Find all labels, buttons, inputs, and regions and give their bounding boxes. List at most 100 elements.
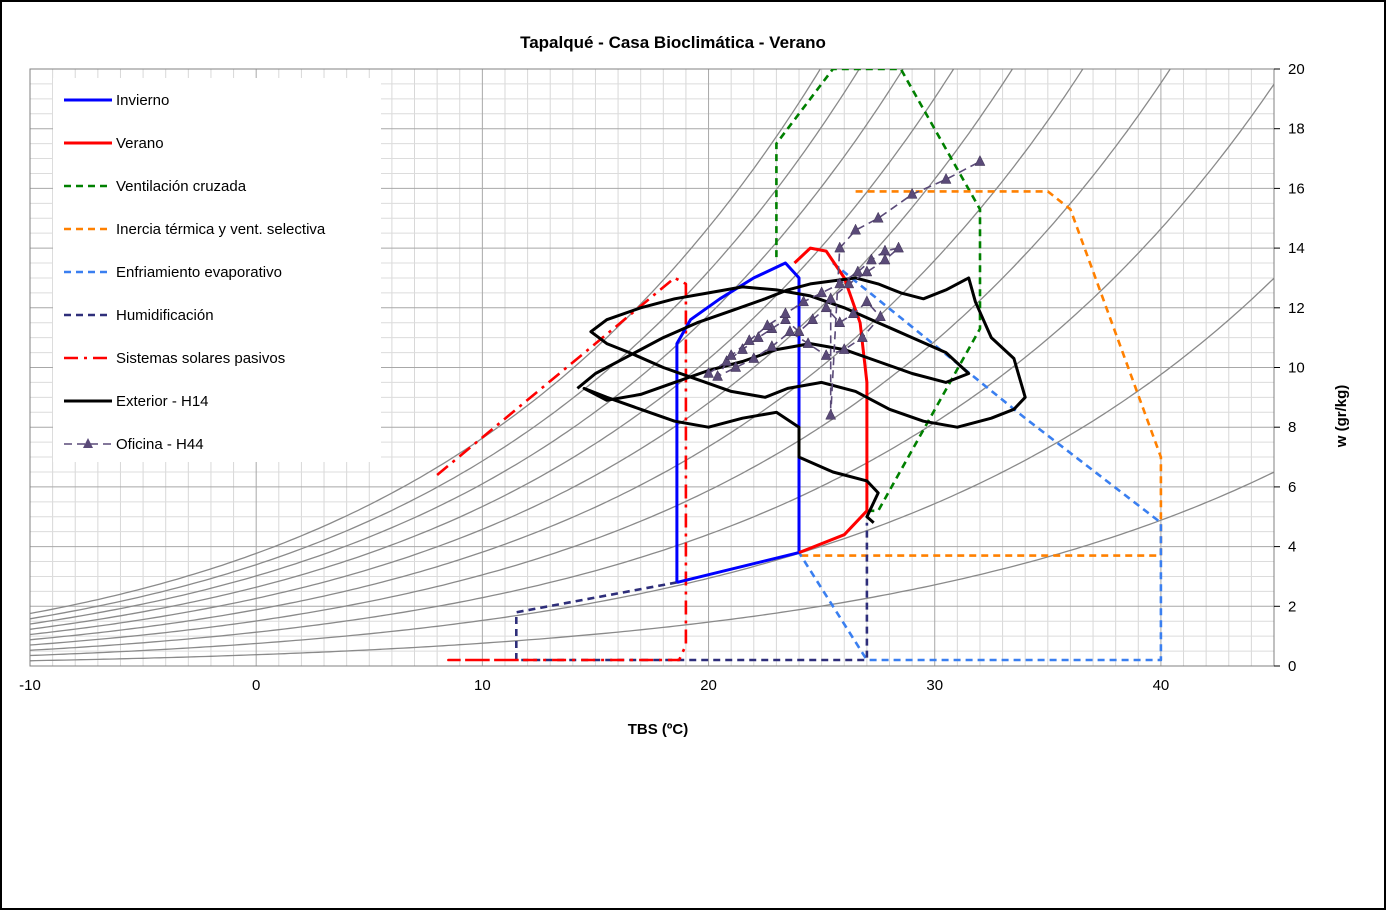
series-line	[675, 261, 801, 584]
series-line	[708, 160, 981, 417]
data-point	[865, 253, 877, 265]
series-line	[793, 246, 869, 554]
series-line	[775, 69, 982, 513]
y-axis-ticks: 0 2 4 6 8 10 12 14 16 18 20	[1274, 61, 1305, 675]
y-tick-label: 20	[1288, 61, 1305, 78]
y-tick-label: 2	[1288, 598, 1296, 615]
data-point	[834, 277, 846, 289]
legend-item: Verano	[64, 135, 164, 152]
legend-item: Enfriamiento evaporativo	[64, 264, 282, 281]
data-point	[834, 316, 846, 327]
data-point	[906, 187, 918, 199]
y-tick-label: 16	[1288, 180, 1305, 197]
y-tick-label: 18	[1288, 121, 1305, 138]
data-point	[761, 319, 773, 330]
y-tick-label: 4	[1288, 539, 1296, 556]
x-tick-label: 10	[474, 677, 491, 694]
y-tick-label: 8	[1288, 419, 1296, 436]
data-point	[780, 313, 791, 324]
legend-label: Verano	[116, 135, 164, 152]
data-point	[766, 340, 778, 351]
data-point	[798, 295, 809, 307]
legend-item: Humidificación	[64, 307, 214, 324]
data-point	[793, 325, 805, 336]
x-tick-label: -10	[19, 677, 41, 694]
y-tick-label: 10	[1288, 360, 1305, 377]
series-inercia-termica-y-vent-selectiva	[799, 190, 1163, 557]
data-point	[838, 343, 850, 354]
series-humidificacion	[515, 522, 869, 662]
legend-item: Oficina - H44	[64, 436, 204, 453]
y-tick-label: 0	[1288, 658, 1296, 675]
series-exterior-h14	[576, 276, 1027, 524]
data-point	[974, 154, 986, 166]
legend-label: Oficina - H44	[116, 436, 204, 453]
data-point	[816, 286, 828, 298]
y-tick-label: 14	[1288, 240, 1305, 257]
series-enfriamiento-evaporativo	[797, 261, 1163, 662]
rh-curve	[30, 69, 860, 620]
x-tick-label: 20	[700, 677, 717, 694]
legend-label: Ventilación cruzada	[116, 178, 247, 195]
data-point	[703, 366, 714, 378]
data-point	[872, 211, 884, 223]
legend-label: Sistemas solares pasivos	[116, 350, 285, 367]
x-tick-label: 30	[926, 677, 943, 694]
series-layer	[436, 69, 1163, 662]
data-point	[725, 349, 737, 360]
legend-label: Enfriamiento evaporativo	[116, 264, 282, 281]
x-axis-ticks: -10 0 10 20 30 40	[19, 677, 1169, 694]
legend-label: Invierno	[116, 92, 169, 109]
data-point	[847, 307, 859, 319]
y-axis-title: w (gr/kg)	[1333, 385, 1350, 449]
series-line	[576, 276, 1027, 524]
rh-curve	[30, 69, 955, 630]
series-verano	[793, 246, 869, 554]
data-point	[834, 241, 846, 253]
legend-marker	[83, 438, 93, 448]
data-point	[861, 265, 873, 277]
series-invierno	[675, 261, 801, 584]
data-point	[820, 349, 832, 360]
data-point	[743, 334, 755, 345]
x-tick-label: 0	[252, 677, 260, 694]
data-point	[861, 295, 873, 307]
data-point	[737, 343, 748, 354]
rh-curve	[30, 277, 1274, 657]
rh-curve	[30, 69, 1014, 636]
series-line	[515, 522, 869, 662]
relative-humidity-curves	[30, 69, 1274, 662]
data-point	[940, 172, 952, 184]
legend-label: Inercia térmica y vent. selectiva	[116, 221, 326, 238]
legend-item: Exterior - H14	[64, 393, 209, 410]
y-tick-label: 12	[1288, 300, 1305, 317]
legend-label: Humidificación	[116, 307, 214, 324]
data-point	[784, 325, 796, 336]
legend: Invierno Verano Ventilación cruzada Inercia…	[53, 78, 381, 462]
data-point	[807, 313, 818, 324]
chart-title: Tapalqué - Casa Bioclimática - Verano	[520, 33, 826, 52]
x-tick-label: 40	[1153, 677, 1170, 694]
series-line	[797, 261, 1163, 662]
rh-curve	[30, 471, 1274, 662]
rh-curve	[30, 69, 822, 615]
rh-curve	[30, 69, 1172, 646]
data-point	[721, 354, 733, 366]
data-point	[748, 351, 760, 363]
data-point	[752, 331, 764, 342]
series-oficina-h44	[703, 154, 986, 420]
legend-item: Sistemas solares pasivos	[64, 350, 285, 367]
data-point	[856, 331, 868, 342]
series-line	[436, 276, 688, 662]
legend-item: Inercia térmica y vent. selectiva	[64, 221, 326, 238]
data-point	[879, 253, 891, 265]
data-point	[730, 360, 742, 372]
data-point	[712, 369, 723, 381]
legend-item: Invierno	[64, 92, 169, 109]
data-point	[852, 265, 864, 277]
data-point	[825, 408, 837, 420]
x-axis-title: TBS (ºC)	[628, 721, 688, 738]
series-line	[799, 190, 1163, 557]
